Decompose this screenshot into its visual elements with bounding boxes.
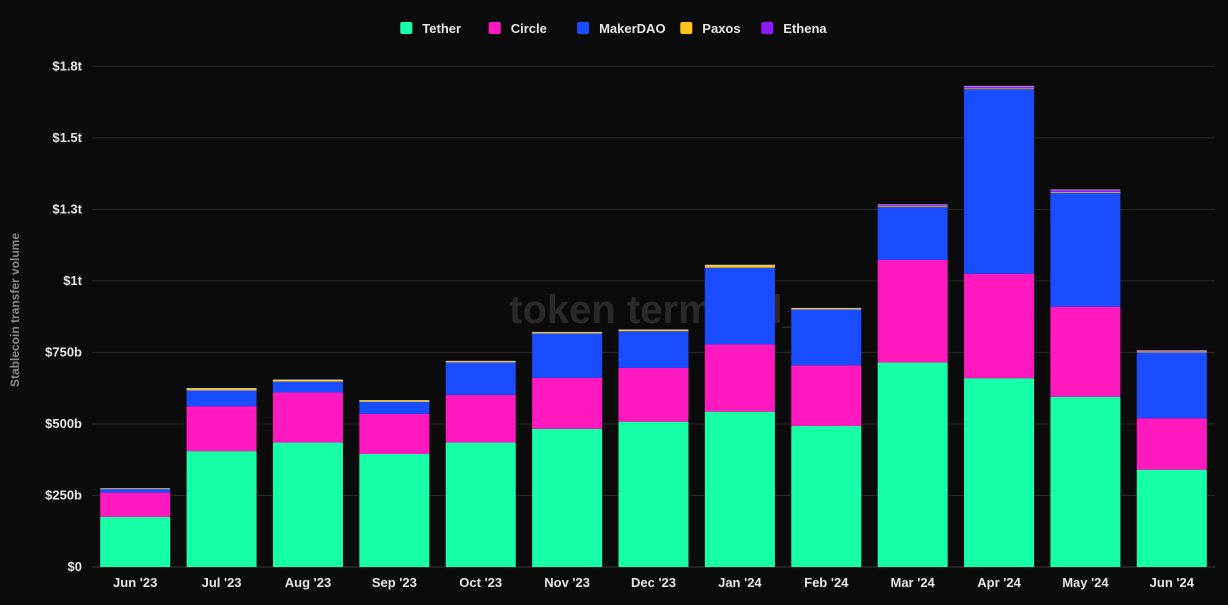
bar-segment-makerdao[interactable]	[1136, 352, 1207, 419]
y-tick-label: $500b	[45, 416, 82, 431]
legend-label: Circle	[511, 21, 547, 36]
bar-segment-makerdao[interactable]	[532, 333, 603, 378]
bar-segment-tether[interactable]	[532, 428, 603, 567]
y-tick-label: $1.5t	[52, 130, 82, 145]
bar-segment-paxos[interactable]	[186, 388, 257, 391]
legend-swatch	[761, 22, 774, 34]
bar-segment-ethena[interactable]	[964, 86, 1035, 89]
bar-segment-makerdao[interactable]	[100, 489, 171, 493]
y-axis-label: Stablecoin transfer volume	[8, 233, 22, 387]
bar-segment-makerdao[interactable]	[704, 267, 775, 345]
bar-segment-paxos[interactable]	[704, 265, 775, 268]
bar-segment-tether[interactable]	[877, 362, 948, 567]
bar-segment-tether[interactable]	[1136, 469, 1207, 567]
bar-segment-makerdao[interactable]	[445, 362, 516, 395]
bar-segment-circle[interactable]	[618, 367, 689, 422]
bar-segment-paxos[interactable]	[1136, 351, 1207, 353]
bar-segment-circle[interactable]	[445, 394, 516, 443]
bar-segment-tether[interactable]	[791, 425, 862, 567]
legend-swatch	[488, 22, 501, 34]
bar-segment-makerdao[interactable]	[877, 207, 948, 261]
x-tick-label: Dec '23	[631, 575, 676, 590]
bar-segment-paxos[interactable]	[359, 400, 430, 402]
legend-label: Ethena	[783, 21, 827, 36]
x-tick-label: Nov '23	[544, 575, 590, 590]
y-tick-label: $1t	[63, 273, 82, 288]
bar-segment-paxos[interactable]	[877, 206, 948, 208]
x-tick-label: May '24	[1062, 575, 1109, 590]
y-tick-label: $1.8t	[52, 58, 82, 73]
bar-segment-makerdao[interactable]	[272, 381, 343, 393]
bar-segment-ethena[interactable]	[1050, 189, 1121, 192]
bar-segment-circle[interactable]	[186, 406, 257, 452]
y-tick-label: $750b	[45, 344, 82, 359]
bar-segment-paxos[interactable]	[791, 308, 862, 310]
bar-segment-makerdao[interactable]	[1050, 192, 1121, 307]
x-axis: Jun '23 Jul '23 Aug '23 Sep '23 Oct '23 Nov '…	[113, 575, 1195, 590]
x-tick-label: Oct '23	[459, 575, 502, 590]
bar-segment-paxos[interactable]	[272, 379, 343, 382]
bar-segment-tether[interactable]	[1050, 396, 1121, 567]
bar-segment-tether[interactable]	[186, 451, 257, 567]
bar-segment-circle[interactable]	[964, 273, 1035, 379]
x-tick-label: Jan '24	[718, 575, 762, 590]
y-tick-label: $250b	[45, 487, 82, 502]
bar-segment-paxos[interactable]	[445, 361, 516, 363]
bars	[100, 85, 1207, 567]
bar-segment-circle[interactable]	[532, 377, 603, 429]
legend-swatch	[577, 22, 590, 34]
legend-label: Tether	[422, 21, 461, 36]
bar-segment-makerdao[interactable]	[791, 309, 862, 366]
x-tick-label: Aug '23	[285, 575, 331, 590]
bar-segment-makerdao[interactable]	[964, 89, 1035, 274]
bar-segment-paxos[interactable]	[1050, 191, 1121, 193]
bar-segment-circle[interactable]	[272, 392, 343, 443]
bar-segment-circle[interactable]	[100, 492, 171, 517]
bar-segment-paxos[interactable]	[964, 88, 1035, 90]
legend-item-ethena[interactable]: Ethena	[761, 21, 827, 36]
bar-segment-tether[interactable]	[272, 442, 343, 567]
x-tick-label: Sep '23	[372, 575, 417, 590]
bar-segment-tether[interactable]	[704, 411, 775, 567]
bar-segment-circle[interactable]	[791, 365, 862, 426]
bar-segment-makerdao[interactable]	[359, 401, 430, 414]
legend-item-makerdao[interactable]: MakerDAO	[577, 21, 666, 36]
x-tick-label: Feb '24	[804, 575, 849, 590]
legend-item-paxos[interactable]: Paxos	[680, 21, 741, 36]
bar-segment-tether[interactable]	[618, 421, 689, 567]
bar-segment-paxos[interactable]	[618, 329, 689, 332]
y-axis: $0 $250b $500b $750b $1t $1.3t $1.5t $1.8t	[45, 58, 83, 574]
legend-label: Paxos	[702, 21, 740, 36]
bar-segment-circle[interactable]	[1136, 418, 1207, 470]
x-tick-label: Apr '24	[977, 575, 1021, 590]
x-tick-label: Mar '24	[891, 575, 936, 590]
bar-segment-makerdao[interactable]	[186, 390, 257, 407]
bar-segment-ethena[interactable]	[877, 204, 948, 207]
bar-segment-circle[interactable]	[359, 413, 430, 454]
bar-segment-tether[interactable]	[100, 516, 171, 567]
legend-swatch	[680, 22, 693, 34]
bar-segment-circle[interactable]	[1050, 306, 1121, 397]
legend-label: MakerDAO	[599, 21, 665, 36]
x-tick-label: Jul '23	[202, 575, 242, 590]
bar-segment-paxos[interactable]	[532, 332, 603, 334]
bar-segment-tether[interactable]	[359, 453, 430, 567]
y-tick-label: $0	[68, 559, 82, 574]
x-tick-label: Jun '24	[1150, 575, 1195, 590]
bar-segment-tether[interactable]	[964, 378, 1035, 567]
legend-item-circle[interactable]: Circle	[488, 21, 547, 36]
x-tick-label: Jun '23	[113, 575, 157, 590]
y-tick-label: $1.3t	[52, 201, 82, 216]
bar-segment-makerdao[interactable]	[618, 331, 689, 368]
legend-swatch	[400, 22, 413, 34]
legend: Tether Circle MakerDAO Paxos Ethena	[400, 21, 827, 36]
legend-item-tether[interactable]: Tether	[400, 21, 461, 36]
bar-segment-tether[interactable]	[445, 442, 516, 567]
bar-segment-circle[interactable]	[704, 344, 775, 412]
bar-segment-circle[interactable]	[877, 260, 948, 363]
